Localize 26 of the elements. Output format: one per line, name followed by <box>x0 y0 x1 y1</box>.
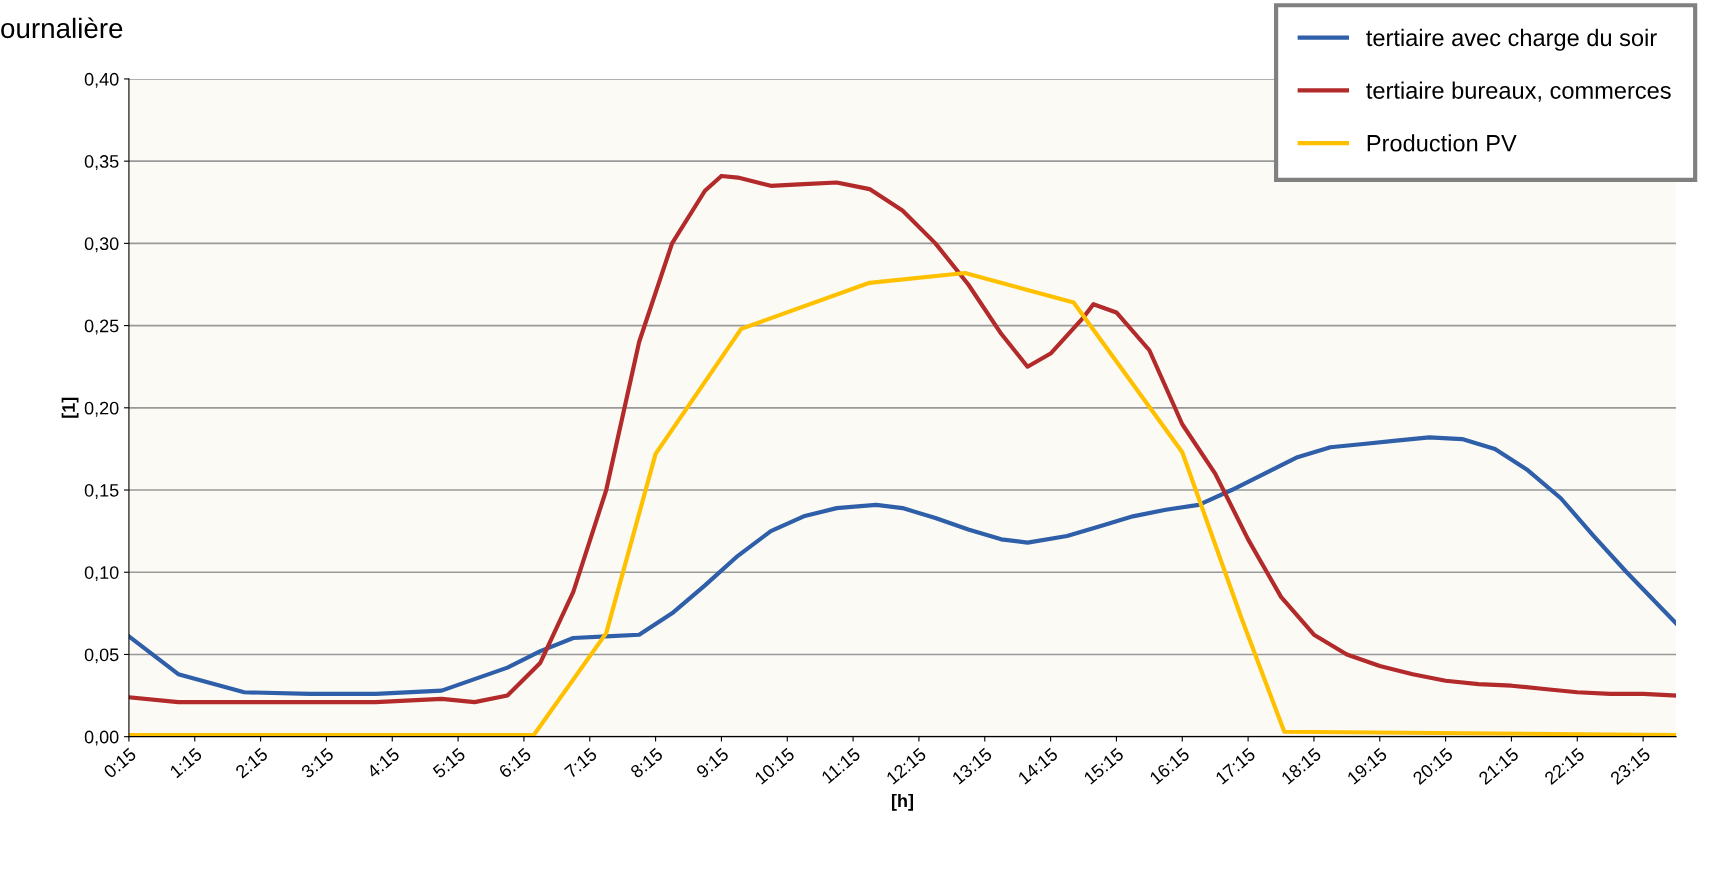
x-tick-label: 5:15 <box>432 747 467 779</box>
x-tick-label: 4:15 <box>366 747 401 779</box>
x-tick-label: 1:15 <box>169 747 203 779</box>
y-tick-label: 0,30 <box>84 237 119 253</box>
y-tick-label: 0,15 <box>84 483 119 499</box>
y-axis-title: [1] <box>61 397 79 418</box>
y-tick-label: 0,00 <box>84 730 119 746</box>
x-tick-label: 9:15 <box>695 747 730 779</box>
y-tick-label: 0,10 <box>84 566 119 582</box>
legend-label: tertiaire avec charge du soir <box>1366 28 1657 51</box>
y-tick-label: 0,40 <box>84 72 119 88</box>
x-axis-title: [h] <box>891 793 913 811</box>
x-tick-label: 6:15 <box>498 747 532 779</box>
line-series <box>128 173 1677 705</box>
chart-title: ournalière <box>1 17 123 39</box>
legend-label: Production PV <box>1367 134 1517 152</box>
line-series <box>128 435 1677 697</box>
y-tick-label: 0,20 <box>84 401 119 417</box>
x-tick-label: 0:15 <box>102 747 137 779</box>
y-tick-label: 0,25 <box>84 319 119 335</box>
y-tick-label: 0,35 <box>84 155 119 170</box>
y-tick-label: 0,05 <box>84 648 119 664</box>
x-tick-label: 7:15 <box>563 747 598 779</box>
legend-label: tertiaire bureaux, commerces <box>1366 81 1671 102</box>
x-tick-label: 3:15 <box>300 747 335 779</box>
x-tick-label: 8:15 <box>629 747 664 779</box>
